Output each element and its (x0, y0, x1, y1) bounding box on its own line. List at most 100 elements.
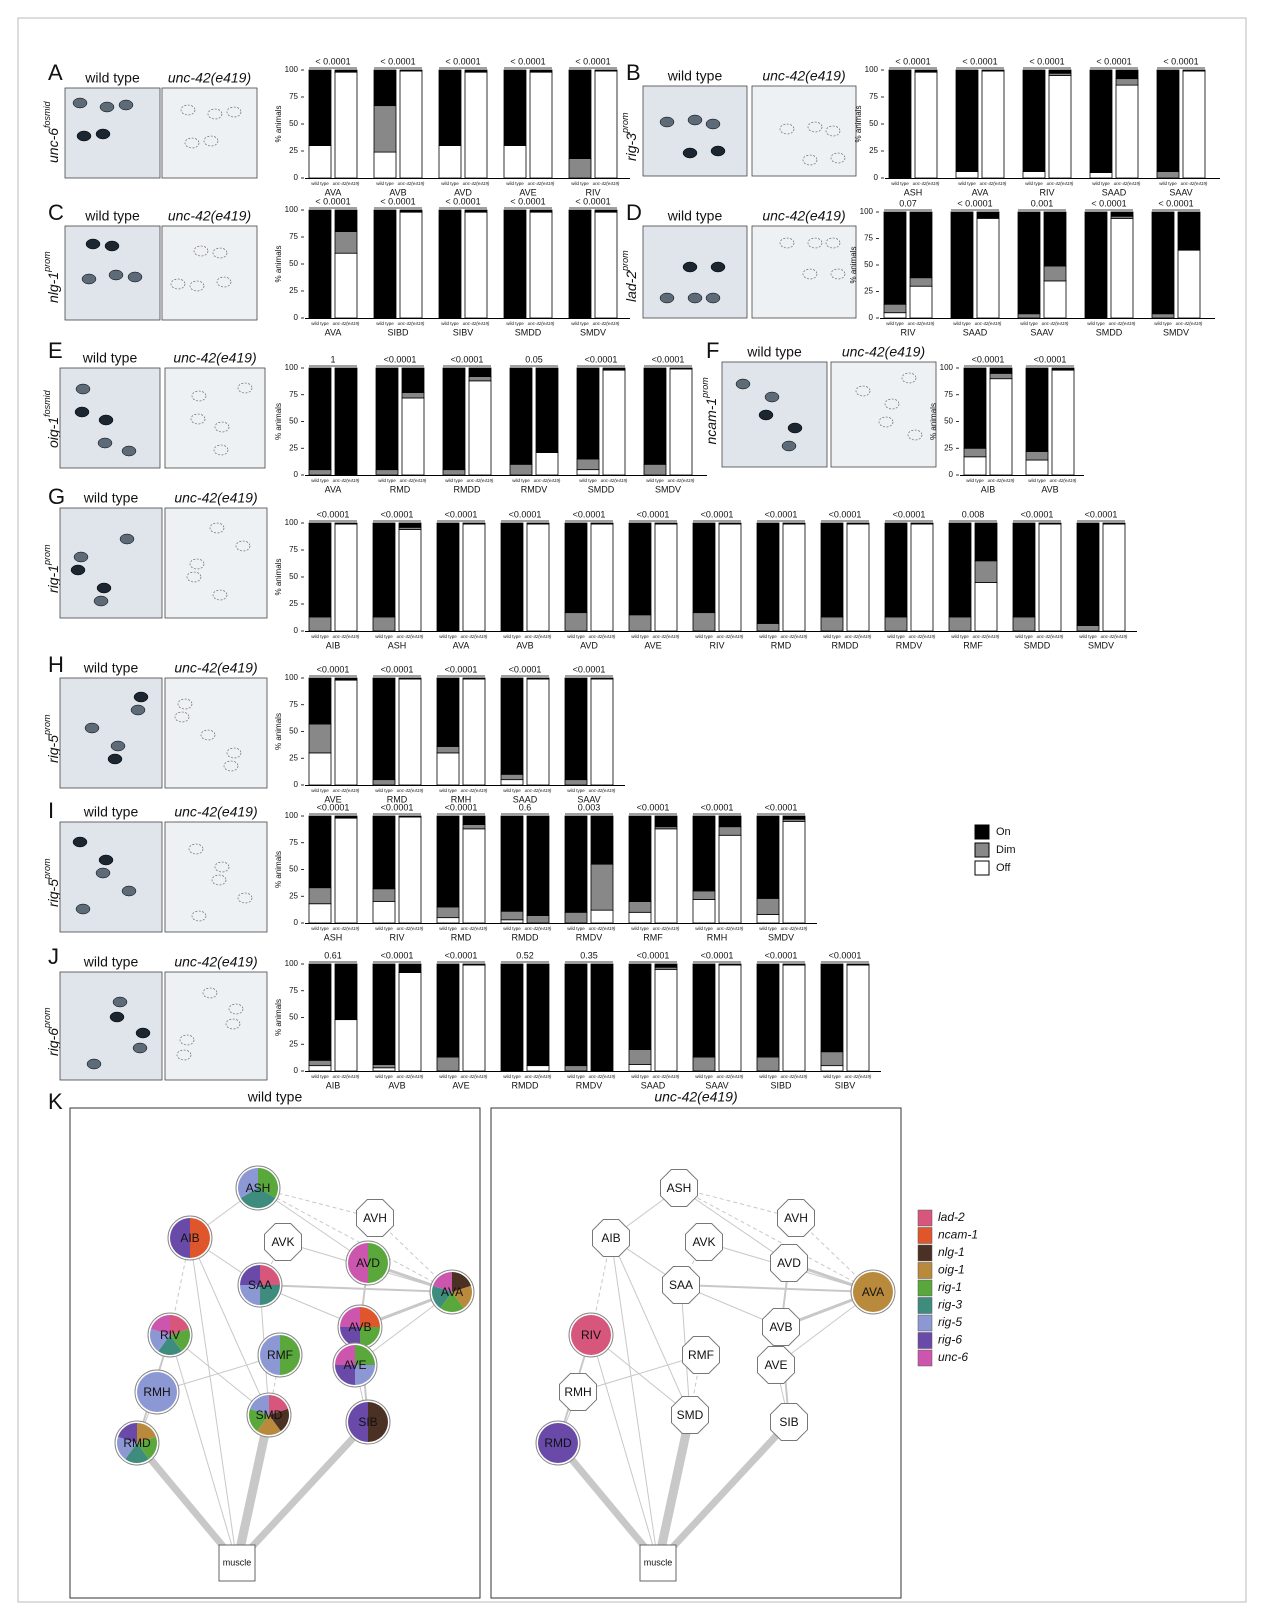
micrograph (60, 972, 162, 1080)
reporter-name: rig-3 (623, 133, 639, 161)
bar-segment-dim (374, 106, 396, 152)
bar-segment-on (911, 523, 933, 524)
bar-segment-dim (1018, 314, 1040, 318)
bar-segment-dim (569, 159, 591, 178)
bar-segment-on (309, 964, 331, 1060)
cell-body (660, 293, 674, 303)
y-tick-label: 0 (294, 470, 299, 479)
pvalue: <0.0001 (384, 354, 417, 364)
pvalue: <0.0001 (573, 664, 606, 674)
bar-segment-on (373, 964, 395, 1065)
bar-segment-off (309, 146, 331, 178)
bar-group-label: wild type (503, 926, 521, 931)
cell-body (82, 274, 96, 284)
node-label: RMF (267, 1348, 293, 1362)
reporter-name: rig-5 (45, 879, 61, 907)
bar-segment-on (309, 816, 331, 888)
bar-group-label: unc-42(e419) (333, 181, 360, 186)
bar-segment-on (463, 523, 485, 524)
bar-segment-off (309, 904, 331, 923)
y-tick-label: 75 (289, 545, 298, 554)
category-label: AVB (388, 1080, 405, 1090)
bar-group-label: wild type (1092, 181, 1110, 186)
bar-segment-on (527, 964, 549, 1066)
bar-group-label: wild type (1087, 321, 1105, 326)
bar-segment-off (655, 524, 677, 631)
bar-segment-off (463, 679, 485, 785)
node-label: SMD (256, 1408, 283, 1422)
bar-segment-on (591, 816, 613, 864)
pvalue: < 0.0001 (1096, 56, 1131, 66)
bar-segment-on (569, 70, 591, 159)
bar-segment-off (595, 212, 617, 318)
bar-segment-off (530, 212, 552, 318)
bar-group-label: wild type (441, 181, 459, 186)
bar-segment-on (1044, 212, 1066, 266)
y-axis-label: % animals (274, 559, 283, 596)
bar-group-label: unc-42(e419) (463, 181, 490, 186)
bar-segment-off (400, 212, 422, 318)
pvalue: 0.001 (1031, 198, 1054, 208)
bar-segment-off (1183, 71, 1205, 178)
pvalue: <0.0001 (701, 802, 734, 812)
image-label: wild type (84, 208, 140, 224)
bar-segment-dim (629, 615, 651, 631)
bar-segment-off (439, 146, 461, 178)
figure: Aunc-6fosmidwild typeunc-42(e419)Brig-3p… (0, 0, 1265, 1616)
bar-segment-off (335, 524, 357, 631)
bar-segment-off (655, 829, 677, 923)
y-tick-label: 50 (864, 260, 873, 269)
cell-body (660, 117, 674, 127)
bar-group-label: wild type (376, 181, 394, 186)
bar-segment-on (335, 964, 357, 1020)
reporter-name: oig-1 (45, 417, 61, 448)
bar-segment-on (376, 368, 398, 470)
cell-body (122, 886, 136, 896)
bar-group-label: wild type (1079, 634, 1097, 639)
bar-segment-on (1116, 70, 1138, 79)
pvalue: <0.0001 (765, 802, 798, 812)
bar-segment-on (400, 70, 422, 71)
bar-group-label: unc-42(e419) (601, 478, 628, 483)
bar-segment-off (527, 524, 549, 631)
pvalue: < 0.0001 (575, 56, 610, 66)
bar-segment-on (437, 678, 459, 746)
bar-segment-dim (437, 1057, 459, 1071)
category-label: RMDV (896, 640, 923, 650)
panel-letter: D (626, 200, 642, 225)
category-label: SIBV (453, 327, 474, 337)
bar-group-label: unc-42(e419) (333, 1074, 360, 1079)
bar-segment-on (915, 70, 937, 72)
gene-legend-label: ncam-1 (938, 1228, 978, 1242)
bar-group-label: unc-42(e419) (1050, 478, 1077, 483)
bar-segment-on (990, 368, 1012, 373)
bar-segment-on (629, 523, 651, 615)
bar-segment-dim (437, 907, 459, 918)
cell-body (688, 293, 702, 303)
bar-group-label: wild type (1154, 321, 1172, 326)
bar-segment-on (977, 212, 999, 218)
bar-group-label: wild type (891, 181, 909, 186)
bar-group-label: wild type (375, 926, 393, 931)
bar-segment-on (847, 964, 869, 965)
bar-group-label: wild type (759, 634, 777, 639)
y-tick-label: 50 (289, 417, 298, 426)
bar-segment-on (889, 70, 911, 178)
pvalue: <0.0001 (445, 509, 478, 519)
pvalue: < 0.0001 (1163, 56, 1198, 66)
bar-segment-dim (693, 613, 715, 631)
panel-letter: J (48, 944, 59, 969)
panel-letter: F (706, 338, 719, 363)
category-label: SMDV (580, 327, 606, 337)
pvalue: <0.0001 (652, 354, 685, 364)
bar-group-label: unc-42(e419) (717, 634, 744, 639)
category-label: RMD (390, 484, 411, 494)
y-axis-label: % animals (274, 999, 283, 1036)
bar-segment-off (501, 780, 523, 785)
bar-segment-off (719, 835, 741, 923)
bar-segment-on (964, 368, 986, 448)
bar-segment-dim (964, 448, 986, 457)
reporter-name: lad-2 (623, 271, 639, 302)
bar-segment-on (655, 964, 677, 967)
bar-segment-off (975, 582, 997, 631)
